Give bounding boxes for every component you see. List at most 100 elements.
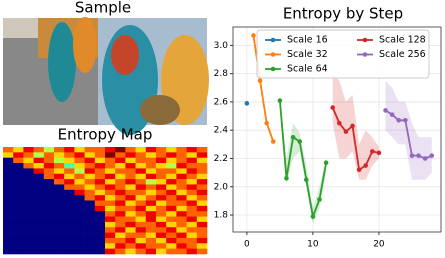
heatmap-cell [74,232,85,239]
point [343,129,349,134]
heatmap-cell [13,147,24,153]
point [251,33,256,38]
heatmap-cell [54,221,65,228]
heatmap-cell [54,248,65,255]
heatmap-cell [166,200,177,207]
heatmap-cell [156,211,167,217]
heatmap-cell [64,157,75,164]
heatmap-cell [84,248,96,255]
heatmap-cell [186,147,198,153]
heatmap-cell [43,237,55,244]
point [310,214,316,219]
heatmap-cell [125,227,136,233]
heatmap-cell [13,232,24,239]
heatmap-cell [145,205,157,212]
point [350,123,355,129]
heatmap-cell [43,243,55,249]
chart-title: Entropy by Step [283,5,403,23]
heatmap-cell [125,168,136,175]
heatmap-cell [64,205,75,212]
heatmap-cell [166,163,177,169]
heatmap-cell [3,179,14,185]
heatmap-cell [125,248,136,255]
heatmap-cell [145,232,157,239]
heatmap-cell [43,147,55,153]
heatmap-cell [135,227,147,233]
heatmap-cell [74,163,85,169]
heatmap-cell [64,163,75,169]
heatmap-cell [74,157,85,164]
heatmap-cell [64,189,75,196]
heatmap-cell [196,157,208,164]
heatmap-cell [33,179,45,185]
heatmap-cell [125,200,136,207]
band [332,73,379,180]
heatmap-cell [3,184,14,191]
heatmap-cell [64,232,75,239]
heatmap-cell [3,195,14,201]
heatmap-cell [13,168,24,175]
heatmap-cell [115,179,126,185]
heatmap-cell [156,221,167,228]
heatmap-cell [23,243,34,249]
heatmap-cell [94,221,106,228]
point [422,156,428,161]
heatmap-cell [166,237,177,244]
heatmap-cell [54,179,65,185]
heatmap-cell [176,205,187,212]
heatmap-cell [115,184,126,191]
heatmap-cell [54,205,65,212]
heatmap-cell [33,248,45,255]
heatmap-cell [23,211,34,217]
heatmap-cell [135,221,147,228]
heatmap-cell [23,195,34,201]
heatmap-cell [84,179,96,185]
heatmap-cell [135,216,147,223]
heatmap-cell [3,157,14,164]
heatmap-cell [54,173,65,180]
heatmap-cell [115,200,126,207]
heatmap-cell [13,221,24,228]
heatmap-cell [105,216,116,223]
heatmap-cell [105,200,116,207]
legend-label: Scale 64 [287,64,328,75]
heatmap-cell [43,184,55,191]
heatmap-cell [135,152,147,158]
heatmap-cell [156,163,167,169]
heatmap-cell [94,227,106,233]
line-chart: Entropy by Step 0 10 20 1.8 2.0 2.2 2.4 2.6 2.8 3… [214,5,442,250]
heatmap-cell [186,195,198,201]
heatmap-cell [43,227,55,233]
heatmap-cell [125,147,136,153]
heatmap-cell [64,216,75,223]
heatmap-cell [23,147,34,153]
heatmap-cell [33,147,45,153]
heatmap-cell [166,168,177,175]
heatmap-cell [84,227,96,233]
heatmap-cell [115,195,126,201]
heatmap-cell [186,168,198,175]
heatmap-cell [74,221,85,228]
point [323,160,329,166]
heatmap-cell [186,157,198,164]
heatmap-cell [125,243,136,249]
heatmap-cell [94,237,106,244]
point [416,153,421,158]
heatmap-cell [186,211,198,217]
heatmap-cell [74,173,85,180]
heatmap-cell [176,179,187,185]
heatmap-cell [135,232,147,239]
heatmap-cell [115,237,126,244]
heatmap-cell [23,184,34,191]
y-tick-label: 2.2 [214,154,228,164]
heatmap-cell [94,243,106,249]
heatmap-cell [125,232,136,239]
heatmap-cell [135,147,147,153]
y-tick-label: 1.8 [214,211,229,221]
heatmap-cell [115,243,126,249]
heatmap-cell [166,211,177,217]
legend-label: Scale 256 [379,49,426,60]
heatmap-cell [54,147,65,153]
heatmap-cell [33,237,45,244]
heatmap-cell [94,147,106,153]
